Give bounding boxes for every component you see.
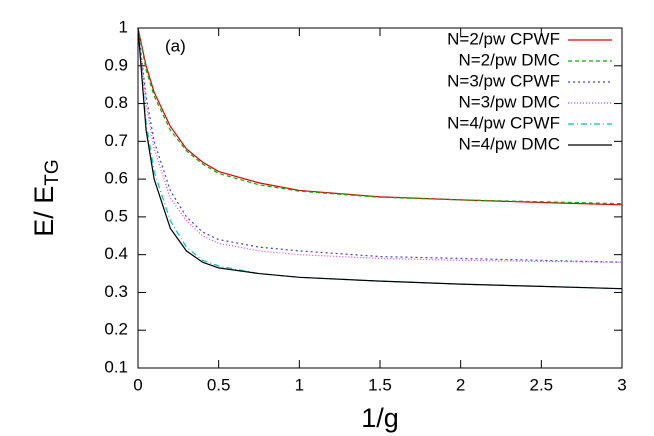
y-tick-label: 0.1 bbox=[104, 357, 128, 376]
y-tick-label: 0.3 bbox=[104, 282, 128, 301]
y-tick-label: 1 bbox=[119, 17, 128, 36]
y-axis-label-sub: TG bbox=[42, 159, 63, 185]
y-tick-label: 0.9 bbox=[104, 55, 128, 74]
legend-label: N=2/pw CPWF bbox=[447, 29, 560, 48]
x-tick-label: 1 bbox=[295, 375, 304, 394]
data-line bbox=[137, 27, 623, 206]
y-axis-label: E/ ETG bbox=[29, 159, 63, 236]
x-tick-label: 3 bbox=[617, 375, 626, 394]
x-tick-label: 0.5 bbox=[207, 375, 231, 394]
y-tick-label: 0.6 bbox=[104, 169, 128, 188]
y-tick-label: 0.2 bbox=[104, 320, 128, 339]
data-line bbox=[137, 27, 623, 290]
legend-label: N=4/pw CPWF bbox=[447, 113, 560, 132]
legend-label: N=3/pw CPWF bbox=[447, 71, 560, 90]
y-axis-label-main: E/ E bbox=[29, 186, 59, 237]
x-tick-label: 2.5 bbox=[530, 375, 554, 394]
x-axis-label: 1/g bbox=[361, 403, 399, 433]
y-tick-label: 0.5 bbox=[104, 206, 128, 225]
data-line bbox=[137, 27, 623, 263]
y-tick-label: 0.7 bbox=[104, 131, 128, 150]
legend-label: N=4/pw DMC bbox=[458, 134, 560, 153]
x-tick-label: 0 bbox=[133, 375, 142, 394]
legend-label: N=2/pw DMC bbox=[458, 50, 560, 69]
annotation: (a) bbox=[165, 36, 186, 55]
y-tick-label: 0.4 bbox=[104, 244, 128, 263]
x-tick-label: 2 bbox=[456, 375, 465, 394]
y-tick-label: 0.8 bbox=[104, 93, 128, 112]
legend-label: N=3/pw DMC bbox=[458, 92, 560, 111]
x-tick-label: 1.5 bbox=[368, 375, 392, 394]
